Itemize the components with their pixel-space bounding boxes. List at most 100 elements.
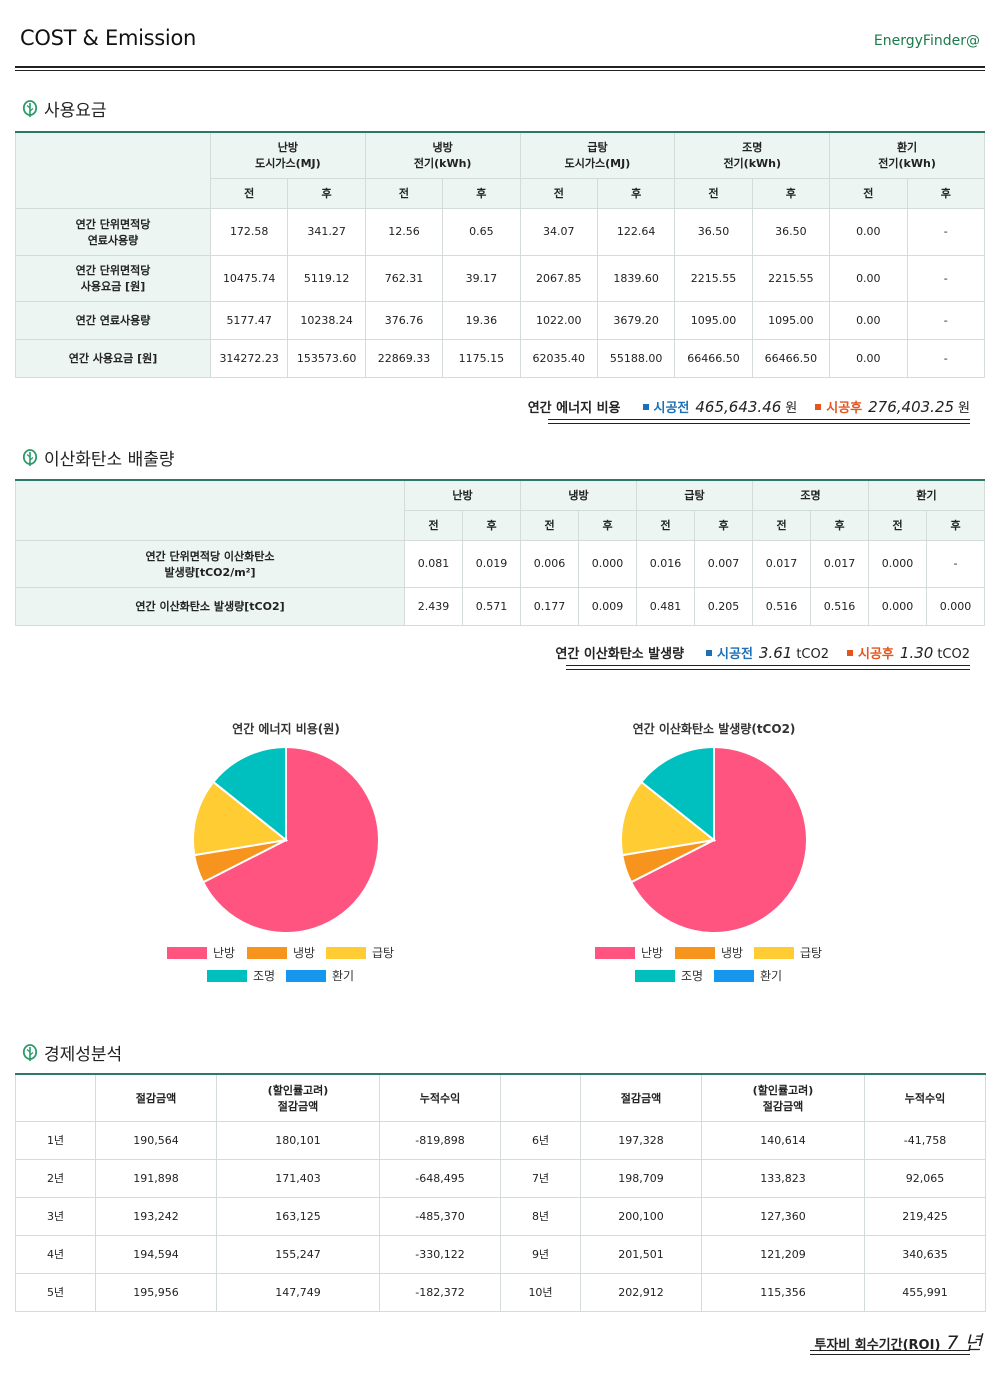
- cell: 172.58: [209, 207, 289, 256]
- summary-underline: [548, 419, 970, 420]
- section-title-text: 이산화탄소 배출량: [44, 450, 175, 470]
- col-cooling: 냉방 전기(kWh): [364, 131, 521, 179]
- cell: 201,501: [580, 1234, 702, 1274]
- before-label: 시공전: [717, 647, 753, 662]
- cell: 200,100: [580, 1196, 702, 1236]
- legend-swatch: [207, 969, 247, 982]
- legend-item-ventilation[interactable]: 환기: [286, 967, 354, 984]
- after-label: 후: [578, 509, 637, 541]
- cell: 0.009: [578, 586, 637, 626]
- before-value: 465,643.46: [695, 398, 782, 416]
- pie-slice-hotwater[interactable]: [192, 780, 289, 857]
- summary-label: 연간 에너지 비용: [527, 401, 621, 416]
- cell: 0.006: [520, 539, 579, 588]
- legend-item-lighting[interactable]: 조명: [207, 967, 275, 984]
- col-heating: 난방: [404, 479, 521, 511]
- legend-item-hotwater[interactable]: 급탕: [754, 944, 822, 961]
- cell: 1095.00: [751, 300, 831, 340]
- legend-item-lighting[interactable]: 조명: [635, 967, 703, 984]
- before-value: 3.61: [758, 644, 793, 662]
- cell: 0.516: [752, 586, 811, 626]
- after-label: 후: [751, 177, 831, 209]
- usage-cost-table: 난방 도시가스(MJ) 냉방 전기(kWh) 급탕 도시가스(MJ) 조명 전기(kWh…: [15, 131, 986, 378]
- cell: 39.17: [442, 254, 521, 302]
- legend-item-cooling[interactable]: 냉방: [247, 944, 315, 961]
- row-label: 연간 단위면적당 이산화탄소 발생량[tCO2/m²]: [15, 539, 405, 588]
- cell: 0.019: [462, 539, 521, 588]
- cell: 127,360: [701, 1196, 865, 1236]
- summary-underline: [566, 669, 970, 670]
- co2-pie-chart: [620, 745, 808, 934]
- pie-slice-heating[interactable]: [201, 745, 380, 934]
- economics-table: 절감금액 (할인률고려) 절감금액 누적수익 절감금액 (할인률고려) 절감금액 누…: [15, 1073, 986, 1312]
- cell: -648,495: [379, 1158, 501, 1198]
- page-title: COST & Emission: [20, 26, 197, 50]
- cell: 0.000: [868, 539, 927, 588]
- after-label: 후: [442, 177, 521, 209]
- roi-summary: 투자비 회수기간(ROI) 7 년: [814, 1328, 982, 1355]
- cell: 0.00: [829, 300, 908, 340]
- after-label: 후: [810, 509, 869, 541]
- legend-item-heating[interactable]: 난방: [595, 944, 663, 961]
- pie-slice-lighting[interactable]: [211, 745, 287, 843]
- summary-underline: [566, 665, 970, 666]
- cell: 193,242: [95, 1196, 217, 1236]
- unit: 원: [785, 401, 798, 416]
- year-cell: 8년: [500, 1196, 581, 1236]
- legend-label: 조명: [681, 969, 704, 983]
- cell: 194,594: [95, 1234, 217, 1274]
- year-cell: 7년: [500, 1158, 581, 1198]
- cell: 55188.00: [596, 338, 676, 378]
- legend-item-hotwater[interactable]: 급탕: [326, 944, 394, 961]
- pie-slice-hotwater[interactable]: [620, 780, 717, 857]
- legend-item-cooling[interactable]: 냉방: [675, 944, 743, 961]
- cell: 197,328: [580, 1120, 702, 1160]
- cell: 140,614: [701, 1120, 865, 1160]
- unit: tCO2: [796, 647, 830, 662]
- cell: 0.000: [926, 586, 985, 626]
- co2-legend: 난방 냉방 급탕 조명 환기: [595, 944, 835, 984]
- brand-logo: EnergyFinder@: [873, 33, 980, 49]
- section-title-economics: 경제성분석: [22, 1040, 122, 1065]
- header-discount-saving: (할인률고려) 절감금액: [701, 1073, 865, 1122]
- summary-underline: [548, 423, 970, 424]
- cell: 1022.00: [519, 300, 598, 340]
- cell: 0.00: [829, 207, 908, 256]
- unit: 원: [958, 401, 970, 416]
- after-value: 276,403.25: [868, 398, 955, 416]
- year-cell: 9년: [500, 1234, 581, 1274]
- section-title-text: 사용요금: [44, 101, 107, 121]
- cell: 0.65: [442, 207, 521, 256]
- cell: 66466.50: [674, 338, 753, 378]
- before-label: 전: [364, 177, 444, 209]
- cell: 202,912: [580, 1272, 702, 1312]
- cell: 340,635: [864, 1234, 986, 1274]
- cell: 762.31: [364, 254, 444, 302]
- legend-swatch: [754, 946, 794, 959]
- table-row: 연간 단위면적당 연료사용량 172.58 341.27 12.56 0.65 34.…: [15, 207, 986, 256]
- table-row: 연간 단위면적당 이산화탄소 발생량[tCO2/m²] 0.081 0.019 0.…: [15, 539, 985, 588]
- col-cooling: 냉방: [520, 479, 637, 511]
- pie-slice-heating[interactable]: [629, 745, 808, 934]
- cell: 36.50: [674, 207, 753, 256]
- year-cell: 1년: [15, 1120, 96, 1160]
- cell: 455,991: [864, 1272, 986, 1312]
- pie-slice-lighting[interactable]: [639, 745, 715, 843]
- legend-item-ventilation[interactable]: 환기: [714, 967, 782, 984]
- cell: 115,356: [701, 1272, 865, 1312]
- before-label: 전: [829, 177, 908, 209]
- row-label: 연간 사용요금 [원]: [15, 338, 211, 378]
- header-empty: [500, 1073, 581, 1122]
- legend-swatch: [286, 969, 326, 982]
- leaf-icon: [22, 99, 38, 117]
- legend-swatch: [595, 946, 635, 959]
- cell: 36.50: [751, 207, 831, 256]
- col-hotwater: 급탕: [636, 479, 753, 511]
- table-row: 5년 195,956 147,749 -182,372 10년 202,912 115,3…: [15, 1272, 986, 1312]
- cell: -330,122: [379, 1234, 501, 1274]
- table-corner: [15, 131, 211, 209]
- cell: 2.439: [404, 586, 463, 626]
- header-discount-saving: (할인률고려) 절감금액: [216, 1073, 380, 1122]
- legend-item-heating[interactable]: 난방: [167, 944, 235, 961]
- roi-underline: [810, 1354, 970, 1355]
